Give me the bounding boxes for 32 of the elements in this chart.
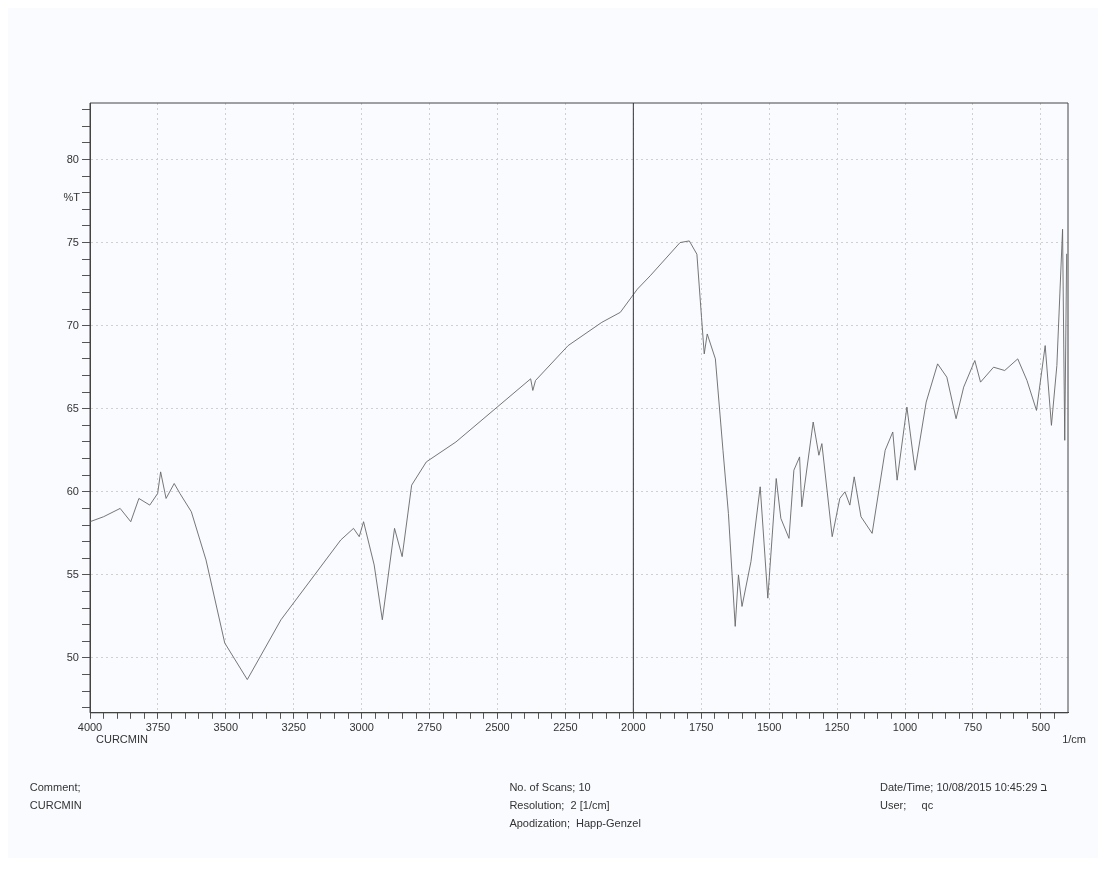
x-tick-label: 3750 [145,721,171,734]
x-tick-label: 500 [1031,721,1051,734]
text: CURCMIN [29,798,82,813]
y-tick-label: 55 [66,567,79,580]
y-axis-title: %T [63,190,81,203]
x-tick-label: 2250 [553,721,578,734]
text: User; qc [880,798,935,813]
x-tick-label: 750 [963,721,983,734]
x-tick-label: 2500 [485,721,510,734]
text: Date/Time; 10/08/2015 10:45:29 ב [880,780,1048,795]
y-tick-label: 65 [66,401,79,414]
x-tick-label: 1250 [824,721,850,734]
y-tick-label: 70 [66,318,79,331]
y-tick-label: 50 [66,651,79,663]
x-tick-label: 1750 [689,721,714,734]
text: No. of Scans; 10 [509,780,592,795]
text: CURCMIN [96,733,148,746]
x-axis-title: 1/cm [1062,733,1086,746]
x-tick-label: 3500 [213,721,239,734]
x-tick-label: 3250 [281,721,306,734]
x-tick-label: 3000 [349,721,374,734]
x-tick-label: 1000 [892,721,918,734]
text: Resolution; 2 [1/cm] [509,798,611,813]
y-tick-label: 80 [66,152,79,165]
x-tick-label: 4000 [77,721,103,734]
x-tick-label: 1500 [756,721,782,734]
y-tick-label: 75 [66,235,79,248]
y-tick-label: 60 [66,484,79,497]
text: Apodization; Happ-Genzel [509,816,641,831]
x-tick-label: 2000 [621,721,646,734]
x-tick-label: 2750 [417,721,442,734]
text: Comment; [29,780,82,795]
